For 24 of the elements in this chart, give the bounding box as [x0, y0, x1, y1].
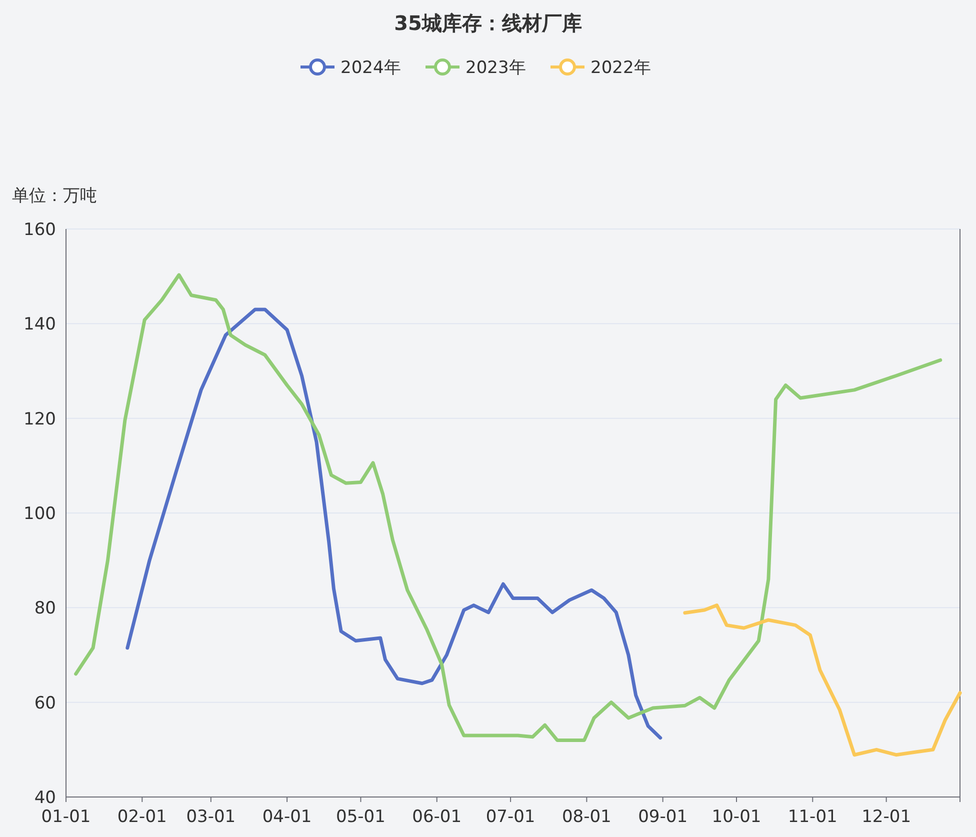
y-tick-label: 140	[24, 314, 56, 335]
y-tick-label: 60	[34, 693, 56, 714]
y-tick-label: 160	[24, 220, 56, 240]
x-tick-label: 08-01	[562, 807, 612, 827]
x-tick-label: 12-01	[862, 807, 912, 827]
x-tick-label: 10-01	[712, 807, 762, 827]
chart-title: 35城库存：线材厂库	[394, 11, 582, 35]
y-axis-title: 单位：万吨	[12, 186, 97, 206]
x-tick-label: 07-01	[486, 807, 536, 827]
legend-label: 2024年	[340, 58, 401, 78]
x-tick-label: 01-01	[41, 807, 91, 827]
legend-label: 2023年	[466, 58, 526, 78]
x-tick-label: 11-01	[788, 807, 838, 827]
y-tick-label: 120	[24, 409, 56, 430]
x-tick-label: 05-01	[336, 807, 386, 827]
y-tick-label: 80	[34, 598, 56, 619]
y-tick-label: 40	[34, 788, 56, 808]
x-tick-label: 02-01	[117, 807, 167, 827]
x-tick-label: 09-01	[638, 807, 688, 827]
y-tick-label: 100	[24, 504, 56, 524]
x-tick-label: 06-01	[412, 807, 462, 827]
x-tick-label: 03-01	[186, 807, 236, 827]
x-tick-label: 04-01	[262, 807, 312, 827]
legend-label: 2022年	[590, 58, 651, 78]
